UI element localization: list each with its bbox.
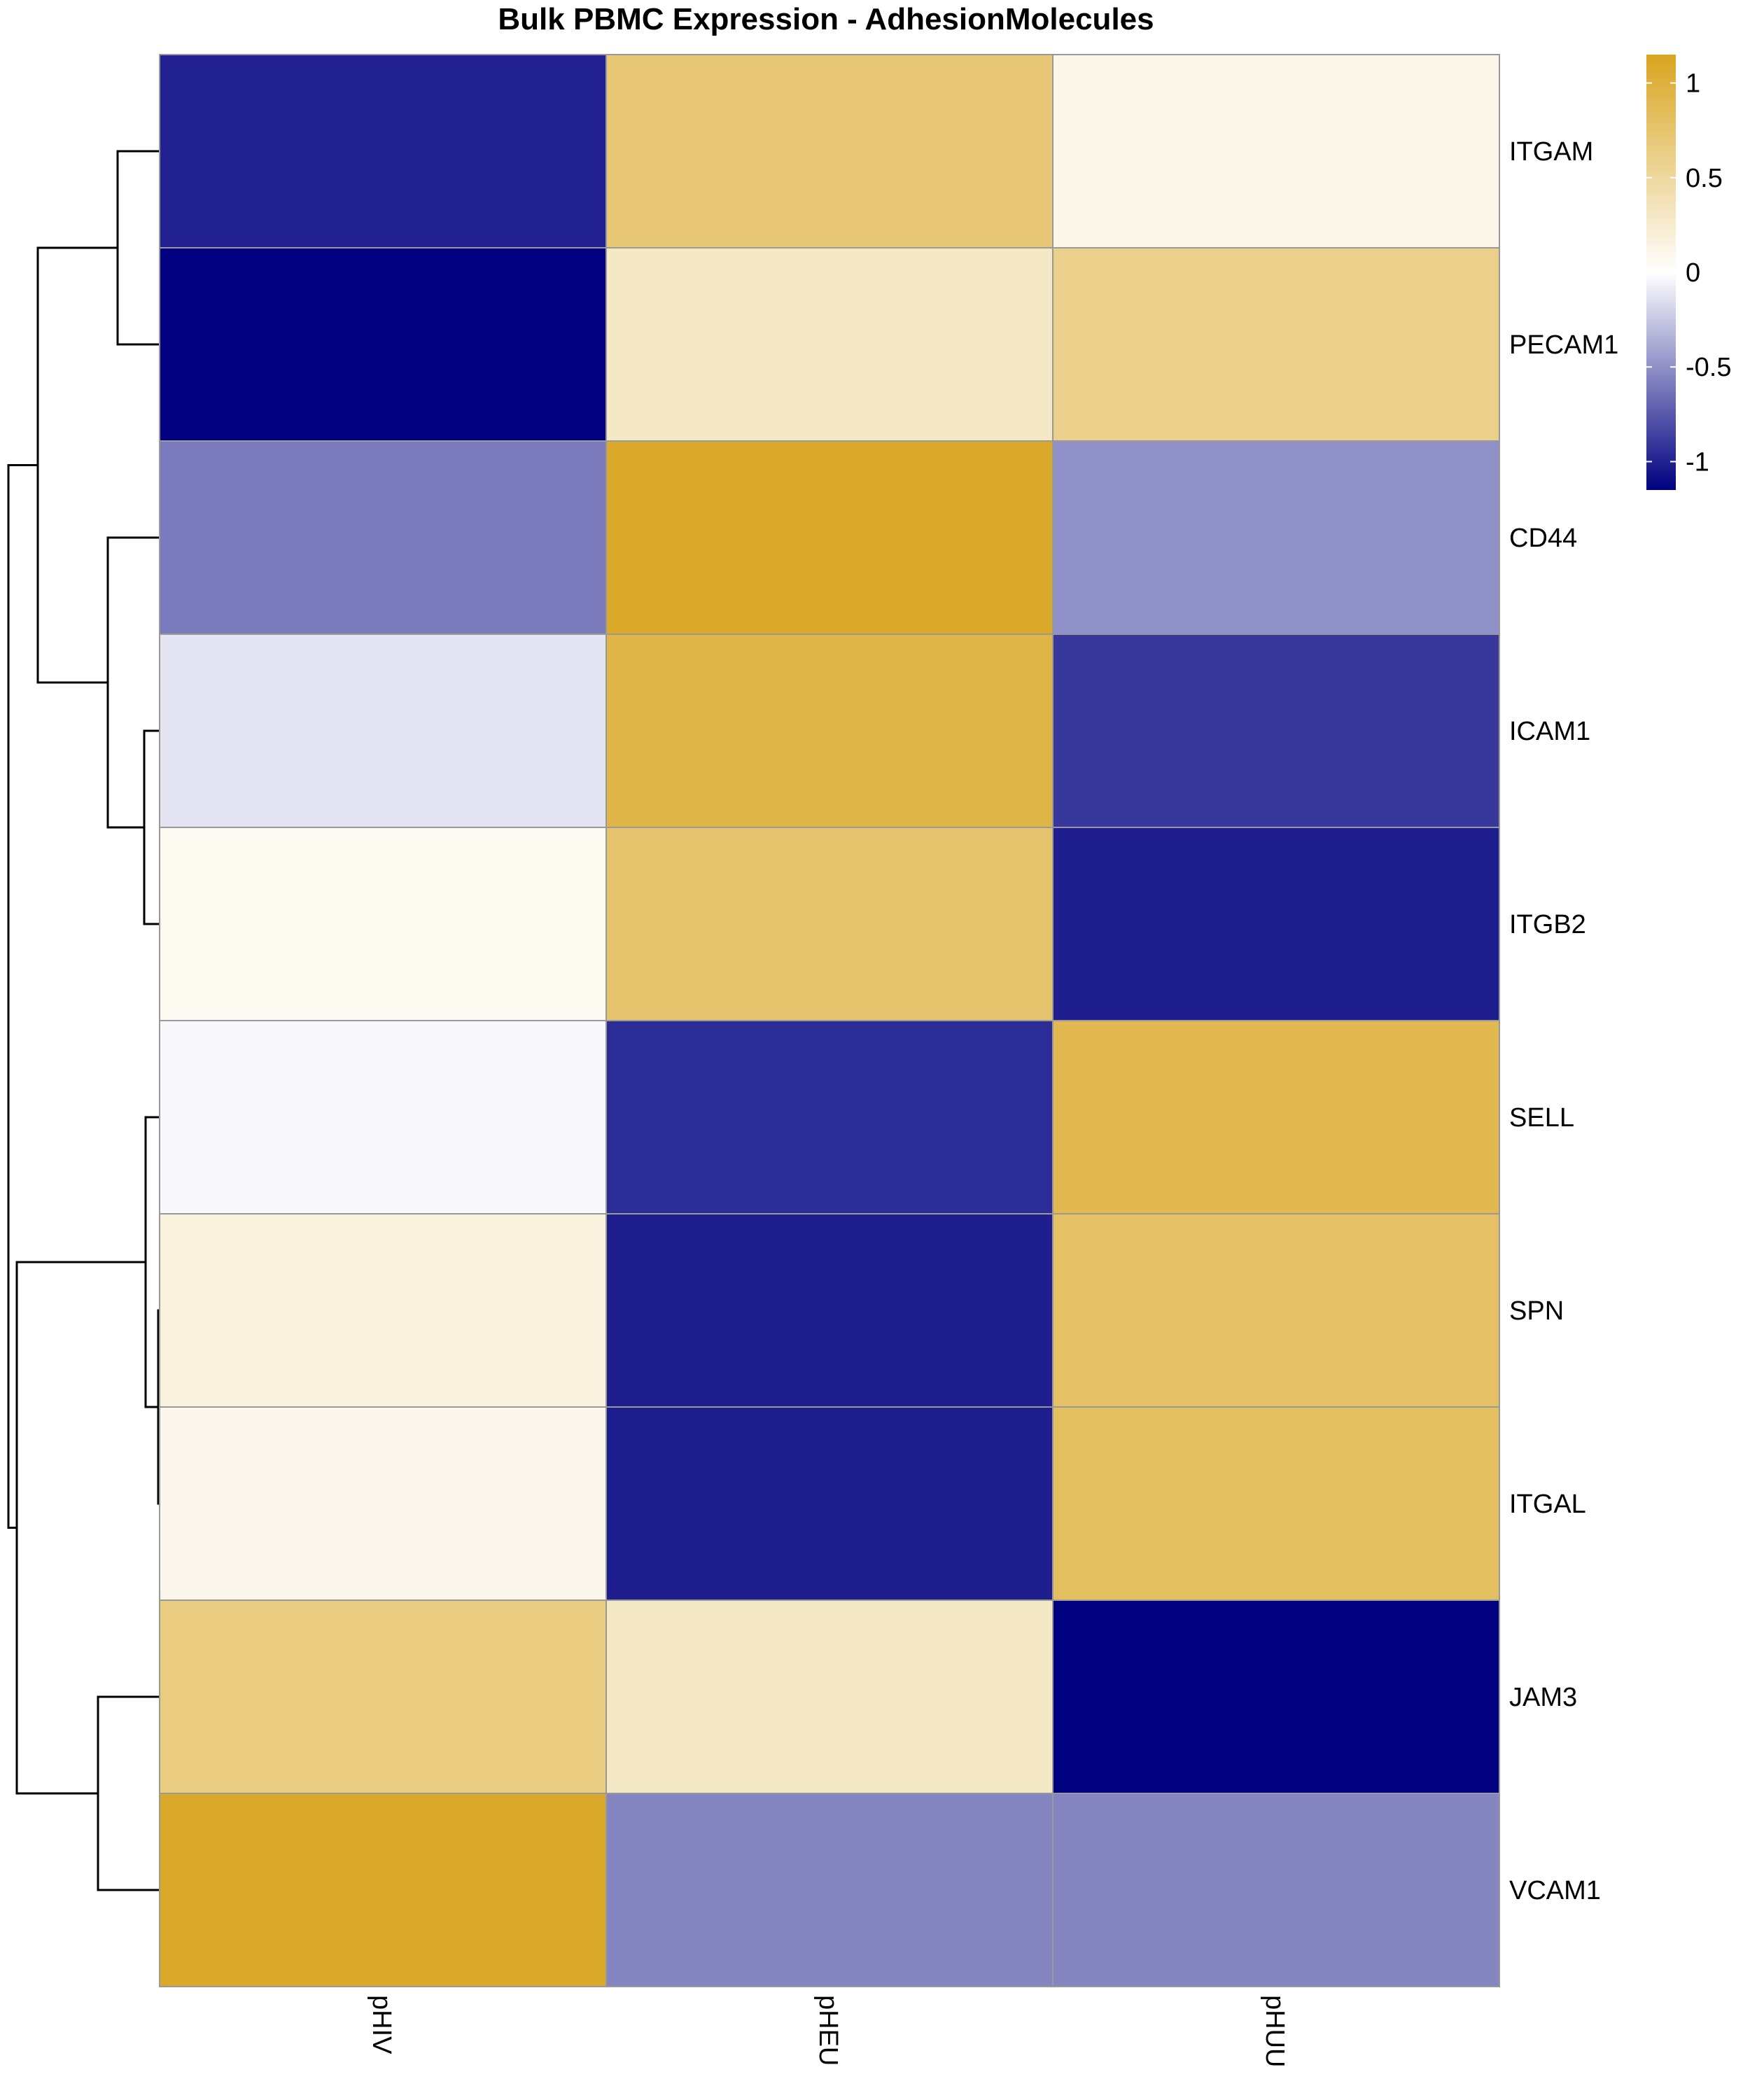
heatmap-cell bbox=[606, 1793, 1054, 1987]
legend-tick-label: -0.5 bbox=[1686, 353, 1731, 382]
heatmap-cell bbox=[606, 1213, 1054, 1408]
heatmap-cell bbox=[159, 1406, 607, 1601]
heatmap-cell bbox=[159, 1213, 607, 1408]
heatmap-cell bbox=[606, 634, 1054, 828]
dendrogram-branch bbox=[116, 150, 160, 346]
legend-tick-label: 0 bbox=[1686, 258, 1700, 288]
heatmap-cell bbox=[159, 247, 607, 442]
row-labels: ITGAM PECAM1 CD44 ICAM1 ITGB2 SELL SPN ITGAL JAM… bbox=[1509, 137, 1618, 1905]
dendrogram-branch bbox=[7, 464, 38, 1529]
dendrogram-branch bbox=[143, 729, 160, 925]
heatmap-cell bbox=[1052, 1020, 1500, 1214]
row-label: ICAM1 bbox=[1509, 717, 1590, 746]
heatmap-cell bbox=[606, 1406, 1054, 1601]
row-label: ITGB2 bbox=[1509, 910, 1586, 939]
heatmap-cell bbox=[606, 1600, 1054, 1794]
color-legend: 1 0.5 0 -0.5 -1 bbox=[1646, 55, 1731, 490]
heatmap-cell bbox=[1052, 634, 1500, 828]
heatmap-cell bbox=[606, 54, 1054, 248]
heatmap-cell bbox=[1052, 247, 1500, 442]
heatmap-cell bbox=[159, 440, 607, 635]
row-label: SELL bbox=[1509, 1103, 1574, 1133]
legend-tick-label: -1 bbox=[1686, 447, 1709, 477]
heatmap-cell bbox=[159, 827, 607, 1021]
row-label: PECAM1 bbox=[1509, 330, 1618, 360]
heatmap-cell bbox=[1052, 440, 1500, 635]
heatmap-cell bbox=[1052, 1406, 1500, 1601]
legend-tick-label: 1 bbox=[1686, 69, 1700, 99]
heatmap-cell bbox=[606, 440, 1054, 635]
column-label: pHIV bbox=[367, 1995, 396, 2054]
heatmap-cell bbox=[1052, 1793, 1500, 1987]
column-label: pHUU bbox=[1260, 1995, 1289, 2067]
dendrogram-branch bbox=[97, 1695, 160, 1891]
heatmap-cell bbox=[606, 247, 1054, 442]
heatmap-cell bbox=[159, 1600, 607, 1794]
heatmap-cell bbox=[159, 1020, 607, 1214]
row-label: VCAM1 bbox=[1509, 1876, 1601, 1905]
heatmap-cell bbox=[1052, 1600, 1500, 1794]
heatmap-cell bbox=[1052, 827, 1500, 1021]
heatmap-cell bbox=[1052, 54, 1500, 248]
heatmap-cell bbox=[159, 1793, 607, 1987]
legend-tick-label: 0.5 bbox=[1686, 164, 1723, 193]
row-label: ITGAM bbox=[1509, 137, 1593, 167]
row-label: JAM3 bbox=[1509, 1683, 1577, 1712]
dendrogram-branch bbox=[36, 246, 118, 684]
column-labels: pHIV pHEU pHUU bbox=[367, 1995, 1289, 2067]
heatmap-cells bbox=[159, 54, 1500, 1987]
row-dendrogram bbox=[7, 150, 160, 1891]
heatmap-cell bbox=[606, 1020, 1054, 1214]
heatmap-cell bbox=[1052, 1213, 1500, 1408]
row-label: SPN bbox=[1509, 1296, 1564, 1326]
column-label: pHEU bbox=[813, 1995, 843, 2066]
heatmap-cell bbox=[159, 634, 607, 828]
row-label: CD44 bbox=[1509, 524, 1577, 553]
row-label: ITGAL bbox=[1509, 1490, 1586, 1519]
dendrogram-branch bbox=[15, 1261, 146, 1795]
chart-title: Bulk PBMC Expression - AdhesionMolecules bbox=[498, 2, 1154, 36]
heatmap-cell bbox=[159, 54, 607, 248]
heatmap-cell bbox=[606, 827, 1054, 1021]
dendrogram-branch bbox=[106, 536, 160, 829]
